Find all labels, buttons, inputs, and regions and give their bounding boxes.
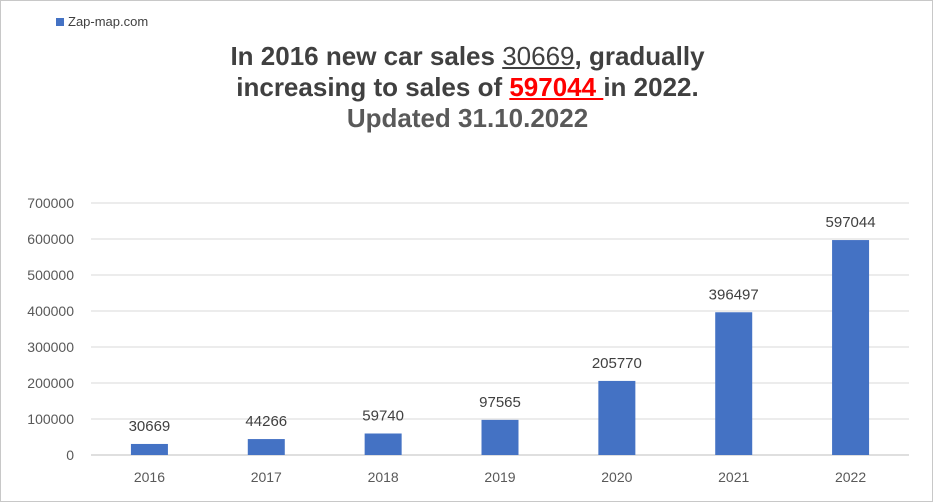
title-end-value: 597044 [509, 72, 604, 102]
y-tick-label: 600000 [27, 231, 74, 247]
bar [130, 443, 168, 455]
title-start-value: 30669 [502, 41, 575, 71]
data-label: 597044 [826, 214, 876, 231]
title-updated: Updated 31.10.2022 [346, 103, 589, 133]
x-tick-label: 2016 [134, 469, 165, 485]
title-text-1b: , gradually [574, 41, 705, 71]
y-tick-label: 100000 [27, 411, 74, 427]
x-tick-label: 2018 [368, 469, 399, 485]
bar [481, 419, 519, 455]
y-tick-label: 700000 [27, 195, 74, 211]
x-tick-label: 2017 [251, 469, 282, 485]
bar [715, 312, 753, 455]
data-label: 30669 [129, 418, 171, 435]
bar [364, 433, 402, 455]
bar [598, 380, 636, 455]
bar [247, 439, 285, 455]
data-label: 59740 [362, 407, 404, 424]
y-tick-label: 400000 [27, 303, 74, 319]
y-tick-label: 200000 [27, 375, 74, 391]
x-tick-label: 2021 [718, 469, 749, 485]
legend-label: Zap-map.com [68, 14, 149, 29]
y-tick-label: 500000 [27, 267, 74, 283]
y-tick-label: 300000 [27, 339, 74, 355]
legend-swatch [56, 17, 64, 26]
data-label: 44266 [245, 413, 287, 430]
data-label: 97565 [479, 394, 521, 411]
x-tick-label: 2022 [835, 469, 866, 485]
title-text-2a: increasing to sales of [236, 72, 510, 102]
data-label: 205770 [592, 355, 642, 372]
title-text-2b: in 2022. [603, 72, 699, 102]
data-label: 396497 [709, 286, 759, 303]
y-tick-label: 0 [66, 447, 74, 463]
legend: Zap-map.com [56, 14, 148, 29]
x-tick-label: 2019 [484, 469, 515, 485]
x-tick-label: 2020 [601, 469, 632, 485]
title-text-1a: In 2016 new car sales [230, 41, 503, 71]
bar [832, 240, 870, 455]
title-line-1: In 2016 new car sales 30669, gradually [1, 41, 933, 72]
title-line-2: increasing to sales of 597044 in 2022. [1, 72, 933, 103]
chart-title: In 2016 new car sales 30669, gradually i… [1, 41, 933, 134]
